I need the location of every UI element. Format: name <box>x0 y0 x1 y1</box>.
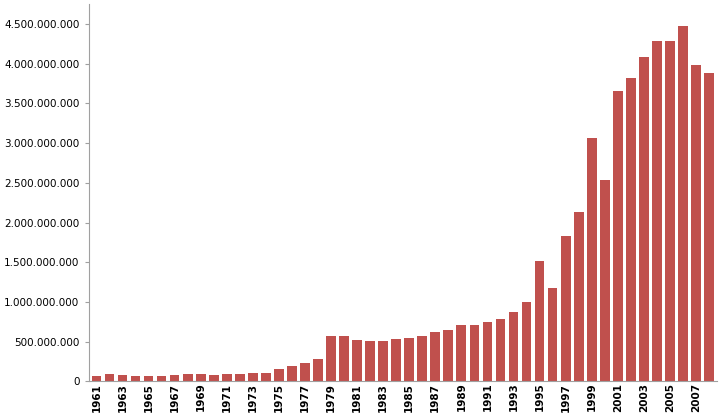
Bar <box>430 332 441 381</box>
Bar <box>639 57 649 381</box>
Bar <box>456 324 466 381</box>
Bar <box>469 324 479 381</box>
Bar <box>326 336 336 381</box>
Bar <box>339 337 349 381</box>
Bar <box>704 73 714 381</box>
Bar <box>105 374 115 381</box>
Bar <box>313 359 323 381</box>
Bar <box>366 341 375 381</box>
Bar <box>235 374 244 381</box>
Bar <box>678 26 688 381</box>
Bar <box>92 376 101 381</box>
Bar <box>626 78 636 381</box>
Bar <box>587 139 596 381</box>
Bar <box>443 330 454 381</box>
Bar <box>548 287 557 381</box>
Bar <box>169 375 180 381</box>
Bar <box>508 312 518 381</box>
Bar <box>209 375 218 381</box>
Bar <box>156 376 167 381</box>
Bar <box>574 212 583 381</box>
Bar <box>392 339 401 381</box>
Bar <box>182 374 193 381</box>
Bar <box>417 336 427 381</box>
Bar <box>300 363 310 381</box>
Bar <box>613 91 623 381</box>
Bar <box>691 64 701 381</box>
Bar <box>495 319 505 381</box>
Bar <box>561 236 570 381</box>
Bar <box>535 261 544 381</box>
Bar <box>521 302 531 381</box>
Bar <box>404 339 414 381</box>
Bar <box>222 374 231 381</box>
Bar <box>274 369 284 381</box>
Bar <box>196 374 205 381</box>
Bar <box>600 180 610 381</box>
Bar <box>482 322 492 381</box>
Bar <box>118 375 128 381</box>
Bar <box>261 373 270 381</box>
Bar <box>248 373 257 381</box>
Bar <box>652 42 662 381</box>
Bar <box>379 341 388 381</box>
Bar <box>131 376 141 381</box>
Bar <box>287 366 297 381</box>
Bar <box>665 42 675 381</box>
Bar <box>143 376 154 381</box>
Bar <box>352 339 362 381</box>
